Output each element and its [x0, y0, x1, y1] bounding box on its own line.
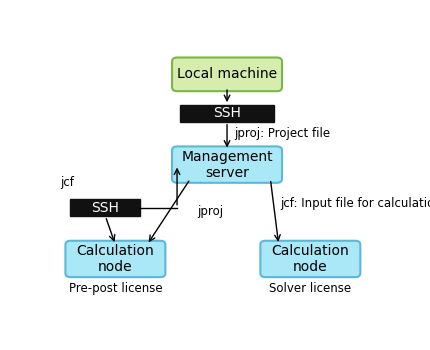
Text: jcf: jcf: [60, 176, 74, 189]
Text: Management
server: Management server: [181, 149, 273, 180]
FancyBboxPatch shape: [172, 146, 282, 183]
FancyBboxPatch shape: [172, 57, 282, 91]
Text: Local machine: Local machine: [177, 67, 277, 81]
Text: Calculation
node: Calculation node: [271, 244, 349, 274]
FancyBboxPatch shape: [65, 241, 166, 277]
Text: Solver license: Solver license: [269, 282, 351, 295]
Text: SSH: SSH: [213, 106, 241, 120]
Text: SSH: SSH: [92, 201, 120, 215]
Text: jproj: Project file: jproj: Project file: [234, 127, 330, 140]
Text: Pre-post license: Pre-post license: [69, 282, 162, 295]
FancyBboxPatch shape: [261, 241, 360, 277]
Text: Calculation
node: Calculation node: [77, 244, 154, 274]
FancyBboxPatch shape: [71, 199, 140, 216]
FancyBboxPatch shape: [181, 105, 274, 122]
Text: jproj: jproj: [197, 205, 223, 218]
Text: jcf: Input file for calculation: jcf: Input file for calculation: [280, 197, 430, 210]
